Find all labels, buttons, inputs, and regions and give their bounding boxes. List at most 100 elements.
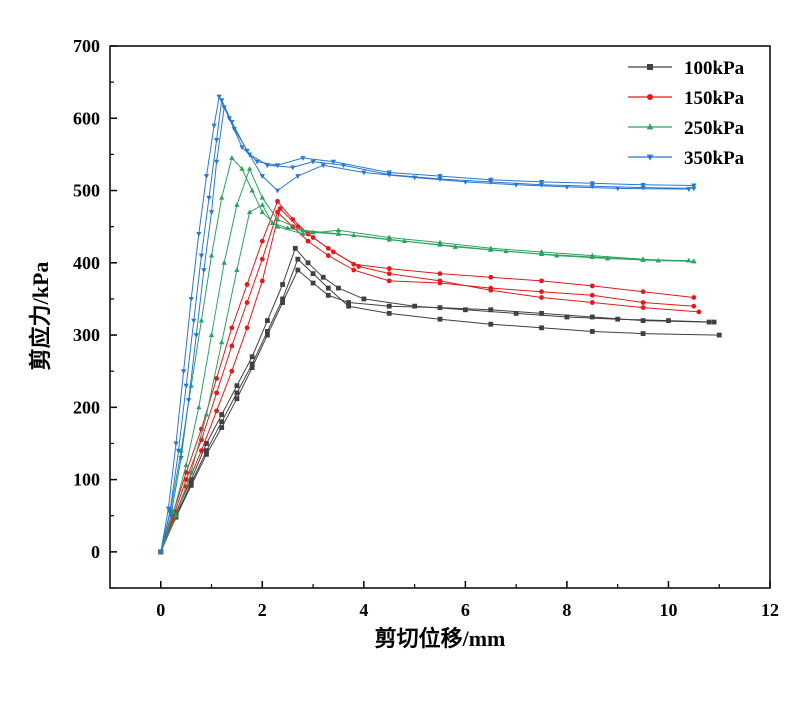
- data-point: [234, 390, 240, 396]
- data-point: [234, 396, 240, 402]
- y-axis-title: 剪应力/kPa: [28, 262, 53, 371]
- y-tick-label: 100: [73, 470, 100, 490]
- data-point: [604, 255, 611, 261]
- data-point: [310, 280, 316, 286]
- data-point: [188, 482, 194, 488]
- data-point: [280, 296, 286, 302]
- data-point: [615, 186, 621, 192]
- data-point: [539, 289, 544, 295]
- legend-marker: [646, 123, 654, 130]
- data-point: [452, 244, 458, 249]
- data-point: [351, 267, 357, 273]
- data-point: [538, 182, 545, 188]
- data-point: [285, 225, 291, 231]
- data-point: [249, 361, 255, 367]
- data-point: [539, 325, 544, 331]
- data-point: [259, 194, 265, 200]
- data-point: [244, 282, 250, 287]
- data-point: [277, 206, 283, 212]
- data-point: [264, 332, 270, 338]
- data-point: [259, 202, 265, 207]
- y-tick-label: 200: [73, 397, 100, 417]
- data-point: [330, 249, 336, 255]
- data-point: [175, 448, 182, 454]
- data-point: [188, 382, 194, 388]
- data-point: [513, 310, 519, 316]
- data-point: [488, 287, 494, 293]
- legend-marker: [646, 154, 654, 161]
- data-point: [183, 477, 189, 482]
- data-point: [183, 462, 189, 468]
- data-point: [229, 325, 235, 331]
- x-tick-label: 6: [461, 600, 470, 620]
- y-tick-label: 700: [73, 36, 100, 56]
- data-point: [589, 181, 595, 187]
- data-point: [229, 368, 235, 374]
- data-point: [208, 210, 215, 216]
- data-point: [259, 278, 265, 284]
- x-tick-label: 10: [659, 600, 677, 620]
- data-point: [386, 172, 392, 178]
- legend: 100kPa 150kPa 250kPa 350kPa: [628, 58, 745, 169]
- data-point: [691, 258, 697, 264]
- legend-label: 100kPa: [684, 58, 745, 79]
- legend-label: 250kPa: [684, 118, 745, 139]
- data-point: [249, 354, 255, 360]
- data-point: [203, 411, 210, 417]
- plot-area: [158, 94, 722, 555]
- series-350kPa: [158, 94, 697, 555]
- data-point: [691, 186, 697, 192]
- data-point: [254, 159, 260, 165]
- data-point: [325, 285, 331, 291]
- data-point: [351, 232, 357, 238]
- series-150kPa: [158, 198, 702, 555]
- data-point: [706, 319, 712, 325]
- data-point: [229, 155, 235, 160]
- data-point: [234, 383, 240, 389]
- axes: 0 2 4 6 8 10 12 0 100 200 300 400 500 600 700: [73, 36, 779, 620]
- data-point: [300, 231, 306, 236]
- data-point: [589, 314, 595, 320]
- data-point: [295, 267, 301, 273]
- data-point: [356, 264, 362, 269]
- data-point: [244, 300, 250, 305]
- data-point: [336, 285, 341, 291]
- data-point: [462, 307, 468, 313]
- data-point: [216, 94, 222, 100]
- data-point: [513, 182, 519, 188]
- legend-label: 350kPa: [684, 148, 745, 169]
- data-point: [335, 227, 342, 233]
- data-point: [503, 248, 509, 254]
- data-point: [401, 238, 408, 244]
- data-point: [539, 278, 544, 284]
- plot-frame: [109, 45, 771, 589]
- data-point: [259, 174, 265, 179]
- data-point: [640, 289, 646, 295]
- data-point: [246, 209, 253, 215]
- data-point: [437, 271, 443, 277]
- data-point: [437, 177, 443, 182]
- data-point: [180, 369, 187, 375]
- data-point: [219, 339, 225, 345]
- data-point: [188, 469, 194, 475]
- data-point: [305, 260, 311, 266]
- data-point: [691, 303, 697, 309]
- data-point: [168, 513, 174, 519]
- data-point: [170, 509, 177, 515]
- data-point: [196, 404, 202, 410]
- series-line: [160, 157, 694, 553]
- data-point: [386, 278, 392, 284]
- data-point: [173, 441, 179, 447]
- data-point: [462, 179, 469, 185]
- x-tick-label: 8: [562, 600, 571, 620]
- data-point: [640, 331, 646, 337]
- data-point: [269, 220, 276, 225]
- data-point: [640, 305, 646, 311]
- data-point: [325, 292, 331, 298]
- data-point: [204, 441, 209, 446]
- data-point: [264, 318, 270, 324]
- data-point: [173, 512, 179, 518]
- data-point: [239, 165, 245, 171]
- x-tick-label: 4: [359, 600, 368, 620]
- y-tick-label: 0: [91, 542, 100, 562]
